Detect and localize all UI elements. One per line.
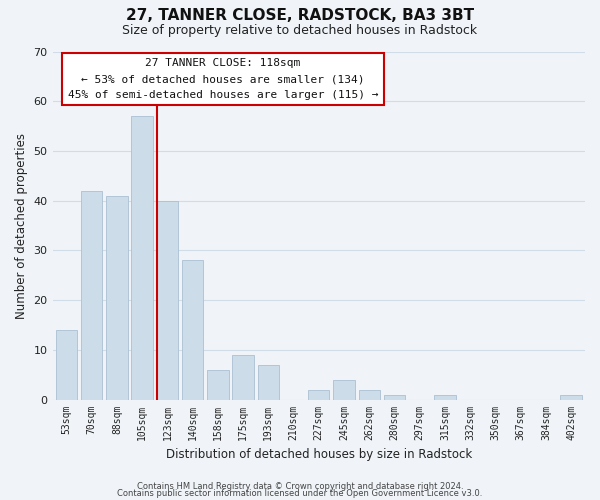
Bar — [157, 200, 178, 400]
Text: 27 TANNER CLOSE: 118sqm
← 53% of detached houses are smaller (134)
45% of semi-d: 27 TANNER CLOSE: 118sqm ← 53% of detache… — [68, 58, 378, 100]
Text: Contains public sector information licensed under the Open Government Licence v3: Contains public sector information licen… — [118, 490, 482, 498]
Bar — [232, 355, 254, 400]
Text: Contains HM Land Registry data © Crown copyright and database right 2024.: Contains HM Land Registry data © Crown c… — [137, 482, 463, 491]
Bar — [56, 330, 77, 400]
Bar — [384, 394, 405, 400]
X-axis label: Distribution of detached houses by size in Radstock: Distribution of detached houses by size … — [166, 448, 472, 461]
Bar — [106, 196, 128, 400]
Bar — [131, 116, 153, 400]
Bar — [333, 380, 355, 400]
Bar — [308, 390, 329, 400]
Y-axis label: Number of detached properties: Number of detached properties — [15, 132, 28, 318]
Bar — [81, 190, 103, 400]
Bar — [560, 394, 582, 400]
Bar — [434, 394, 455, 400]
Text: 27, TANNER CLOSE, RADSTOCK, BA3 3BT: 27, TANNER CLOSE, RADSTOCK, BA3 3BT — [126, 8, 474, 22]
Text: Size of property relative to detached houses in Radstock: Size of property relative to detached ho… — [122, 24, 478, 37]
Bar — [207, 370, 229, 400]
Bar — [182, 260, 203, 400]
Bar — [257, 365, 279, 400]
Bar — [359, 390, 380, 400]
